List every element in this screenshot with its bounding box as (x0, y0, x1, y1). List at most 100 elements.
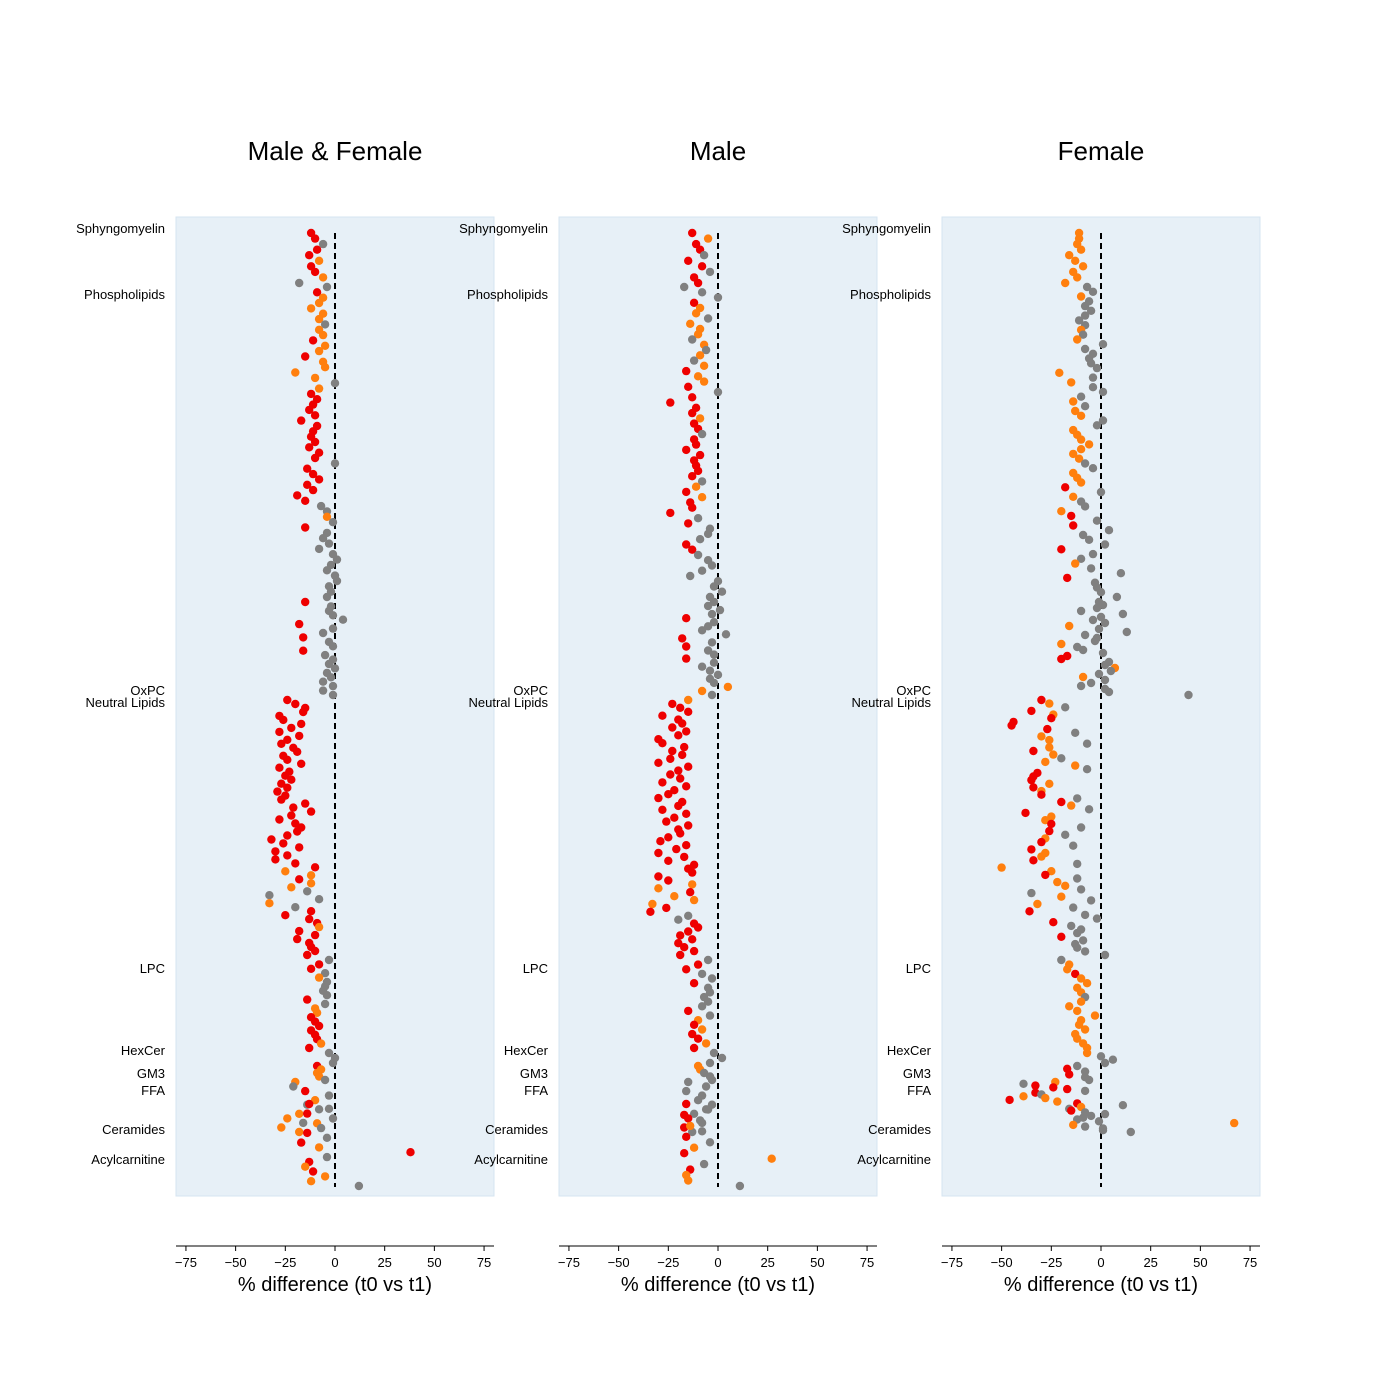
data-point (314, 922, 324, 932)
data-point (676, 703, 685, 712)
data-point (316, 1123, 326, 1133)
data-point (305, 443, 314, 452)
data-point (1098, 387, 1108, 397)
data-point (662, 817, 671, 826)
data-point (1067, 801, 1076, 810)
category-label: HexCer (121, 1043, 166, 1058)
data-point (654, 848, 663, 858)
data-point (697, 969, 707, 979)
data-point (295, 1109, 304, 1119)
data-point (1005, 1095, 1014, 1105)
data-point (1076, 554, 1086, 563)
x-tick-label: 75 (1243, 1255, 1257, 1270)
data-point (664, 876, 673, 885)
data-point (1033, 899, 1042, 909)
data-point (301, 352, 310, 361)
data-point (682, 1132, 691, 1142)
data-point (1067, 1106, 1076, 1115)
data-point (328, 624, 338, 633)
data-point (1076, 823, 1086, 832)
data-point (314, 346, 324, 356)
data-point (297, 1138, 306, 1147)
data-point (330, 379, 340, 388)
data-point (291, 819, 300, 828)
data-point (682, 809, 691, 818)
data-point (303, 480, 312, 489)
category-label: Phospholipids (850, 287, 931, 302)
data-point (1092, 363, 1102, 373)
data-point (688, 935, 697, 944)
data-point (324, 1104, 334, 1114)
data-point (691, 482, 701, 491)
data-point (289, 803, 298, 812)
data-point (1069, 521, 1078, 530)
data-point (689, 1143, 699, 1152)
data-point (301, 1162, 310, 1171)
data-point (697, 662, 707, 671)
data-point (686, 319, 695, 328)
data-point (310, 946, 320, 956)
data-point (1122, 627, 1132, 637)
data-point (1082, 765, 1092, 774)
data-point (1061, 830, 1070, 839)
data-point (314, 475, 324, 484)
data-point (332, 555, 342, 564)
data-point (1090, 636, 1100, 646)
data-point (1074, 454, 1084, 463)
data-point (287, 883, 296, 892)
data-point (314, 298, 324, 308)
data-point (1078, 672, 1088, 682)
data-point (277, 779, 286, 788)
data-point (308, 469, 318, 479)
data-point (299, 707, 308, 717)
data-point (646, 907, 655, 916)
data-point (1076, 885, 1086, 894)
data-point (1063, 965, 1072, 974)
data-point (320, 1172, 330, 1181)
data-point (1104, 687, 1114, 697)
category-label: LPC (140, 961, 165, 976)
data-point (1088, 287, 1098, 296)
data-point (1096, 1052, 1106, 1061)
data-point (1080, 344, 1090, 354)
data-point (1082, 739, 1092, 748)
data-point (682, 642, 691, 651)
data-point (316, 501, 326, 511)
data-point (688, 545, 697, 554)
data-point (654, 884, 663, 893)
data-point (1076, 245, 1086, 254)
data-point (1078, 530, 1088, 540)
data-point (654, 793, 663, 803)
category-label: LPC (523, 961, 548, 976)
data-point (295, 619, 304, 629)
data-point (1080, 459, 1090, 468)
data-point (684, 707, 693, 716)
data-point (1076, 478, 1086, 487)
data-point (330, 664, 340, 673)
data-point (699, 251, 709, 260)
category-label: Acylcarnitine (474, 1152, 548, 1167)
data-point (717, 1053, 727, 1063)
data-point (666, 754, 675, 763)
data-point (693, 330, 703, 339)
category-label: Acylcarnitine (857, 1152, 931, 1167)
data-point (678, 634, 687, 643)
data-point (281, 771, 290, 780)
data-point (1076, 997, 1086, 1006)
x-tick-label: −25 (1040, 1255, 1062, 1270)
data-point (705, 267, 715, 277)
category-label: Acylcarnitine (91, 1152, 165, 1167)
data-point (1055, 368, 1064, 377)
data-point (330, 459, 340, 468)
data-point (320, 320, 330, 329)
data-point (699, 1159, 709, 1169)
data-point (662, 903, 671, 913)
data-point (695, 1116, 705, 1125)
data-point (682, 654, 691, 663)
data-point (275, 815, 284, 824)
data-point (1057, 932, 1066, 941)
data-point (658, 778, 667, 787)
data-point (1027, 888, 1036, 898)
data-point (699, 361, 709, 370)
data-point (1078, 262, 1088, 271)
